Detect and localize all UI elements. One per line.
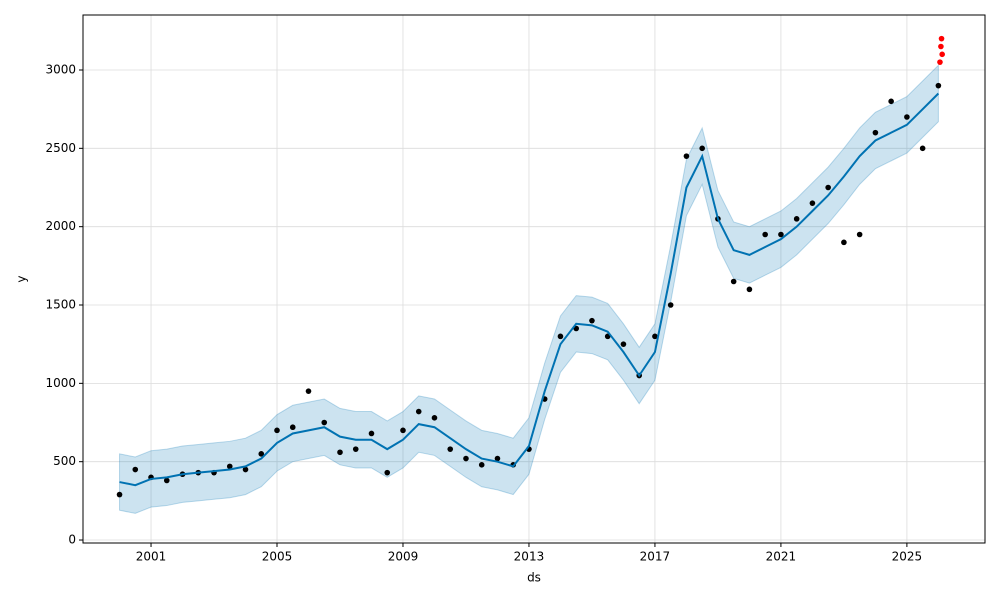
observed-point <box>321 419 328 426</box>
observed-point <box>778 231 784 238</box>
observed-point <box>463 455 469 462</box>
future-point <box>939 51 945 58</box>
observed-point <box>762 231 768 238</box>
observed-point <box>400 427 406 434</box>
observed-point <box>888 98 894 105</box>
x-tick-label: 2017 <box>640 550 671 564</box>
observed-point <box>415 408 422 415</box>
future-point <box>938 35 945 42</box>
observed-point <box>699 145 705 152</box>
future-point <box>938 43 944 50</box>
future-point <box>937 59 943 65</box>
y-tick-label: 3000 <box>45 62 76 76</box>
observed-point <box>904 114 910 120</box>
observed-point <box>226 463 233 470</box>
observed-point <box>494 455 501 462</box>
uncertainty-band <box>119 64 939 514</box>
observed-point <box>258 451 265 457</box>
observed-point <box>856 231 863 238</box>
observed-point <box>620 341 627 347</box>
observed-point <box>352 446 359 452</box>
y-tick-label: 500 <box>53 454 76 468</box>
x-tick-label: 2005 <box>262 550 293 564</box>
observed-point <box>589 317 595 324</box>
observed-point <box>163 477 170 484</box>
forecast-line <box>119 92 940 487</box>
observed-point <box>872 129 879 136</box>
plot-frame <box>82 14 986 544</box>
x-tick-label: 2009 <box>388 550 419 564</box>
observed-point <box>746 286 753 293</box>
y-tick-label: 1000 <box>45 376 76 390</box>
observed-point <box>289 424 296 431</box>
y-tick-label: 2000 <box>45 219 76 233</box>
observed-point <box>478 462 485 468</box>
observed-point <box>919 145 926 152</box>
observed-point <box>368 430 375 437</box>
x-tick-label: 2021 <box>766 550 797 564</box>
observed-point <box>305 388 312 394</box>
y-tick-label: 1500 <box>45 298 76 312</box>
observed-point <box>935 82 942 89</box>
observed-point <box>667 302 674 308</box>
observed-point <box>793 216 800 222</box>
observed-point <box>274 427 280 434</box>
x-tick-label: 2025 <box>892 550 923 564</box>
observed-point <box>809 200 816 206</box>
y-tick-label: 2500 <box>45 141 76 155</box>
observed-point <box>557 333 564 340</box>
observed-point <box>431 415 438 421</box>
observed-point <box>652 333 658 340</box>
y-axis-label: y <box>15 275 29 282</box>
observed-point <box>683 153 690 159</box>
y-tick-label: 0 <box>68 533 76 547</box>
x-tick-label: 2001 <box>136 550 167 564</box>
x-tick-label: 2013 <box>514 550 545 564</box>
observed-point <box>730 278 737 285</box>
observed-point <box>132 466 139 473</box>
x-axis-label: ds <box>527 571 541 585</box>
observed-point <box>825 184 831 191</box>
observed-point <box>841 239 847 246</box>
observed-point <box>384 469 391 476</box>
observed-point <box>447 446 454 452</box>
observed-point <box>337 449 343 456</box>
observed-point <box>242 466 249 473</box>
observed-point <box>116 491 123 498</box>
